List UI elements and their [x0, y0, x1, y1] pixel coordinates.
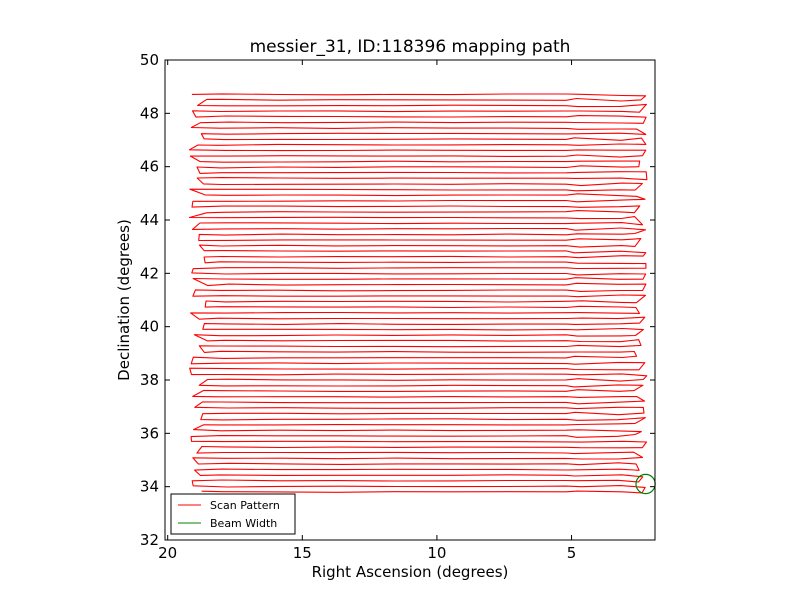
y-tick-label: 38 [140, 371, 159, 389]
y-tick-label: 40 [140, 318, 159, 336]
y-tick-label: 32 [140, 531, 159, 549]
plot-frame [164, 59, 656, 541]
legend-label-beam-width: Beam Width [210, 517, 277, 530]
y-tick-label: 42 [140, 264, 159, 282]
legend-label-scan-pattern: Scan Pattern [210, 499, 280, 512]
y-tick-label: 44 [140, 211, 159, 229]
y-tick-label: 34 [140, 478, 159, 496]
x-axis-label: Right Ascension (degrees) [312, 563, 509, 581]
plot-area [165, 60, 655, 540]
scan-pattern-series [188, 93, 648, 494]
x-tick-label: 20 [158, 544, 177, 562]
y-tick-label: 50 [140, 51, 159, 69]
y-tick-label: 36 [140, 424, 159, 442]
legend-box [170, 493, 296, 535]
legend: Scan Pattern Beam Width [170, 493, 296, 535]
y-axis-label: Declination (degrees) [115, 219, 133, 381]
axis-ticks: 20 15 10 5 32 34 36 38 40 42 44 46 48 50 [140, 51, 655, 562]
y-tick-label: 48 [140, 104, 159, 122]
x-tick-label: 15 [293, 544, 312, 562]
chart-title: messier_31, ID:118396 mapping path [250, 37, 571, 57]
x-tick-label: 5 [567, 544, 577, 562]
scan-pattern-line [188, 93, 648, 494]
y-tick-label: 46 [140, 158, 159, 176]
x-tick-label: 10 [427, 544, 446, 562]
